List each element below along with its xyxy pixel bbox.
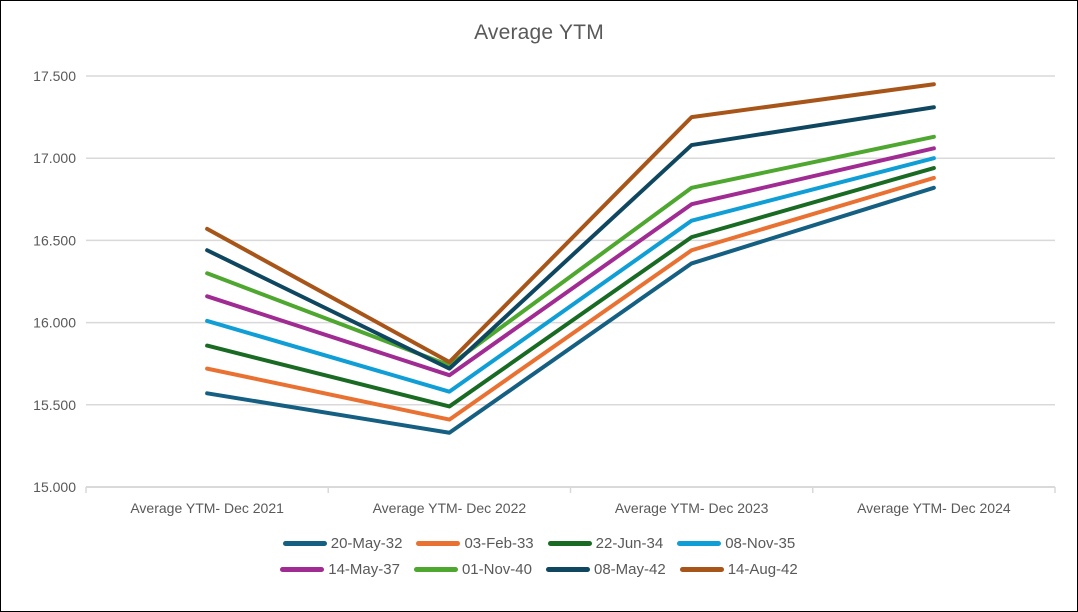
legend-item-20-May-32[interactable]: 20-May-32 [282,535,403,552]
series-line-22-Jun-34 [205,166,936,409]
legend-label: 01-Nov-40 [461,561,532,578]
legend-item-08-Nov-35[interactable]: 08-Nov-35 [677,535,795,552]
series-line-20-May-32 [205,185,936,435]
legend-row: 20-May-32 03-Feb-33 22-Jun-34 08-Nov-35 [282,535,795,552]
chart-title: Average YTM [474,21,604,44]
legend-item-01-Nov-40[interactable]: 01-Nov-40 [413,561,532,578]
legend-swatch-icon [282,541,327,546]
legend-swatch-icon [677,541,722,546]
legend-item-22-Jun-34[interactable]: 22-Jun-34 [547,535,664,552]
series-line-03-Feb-33 [205,175,936,422]
y-axis-tick-label: 16.500 [33,232,76,248]
series-line-08-May-42 [205,105,936,371]
legend-swatch-icon [280,567,325,572]
legend-item-03-Feb-33[interactable]: 03-Feb-33 [416,535,534,552]
legend-swatch-icon [547,541,592,546]
legend-label: 08-May-42 [593,561,666,578]
chart-legend: 20-May-32 03-Feb-33 22-Jun-34 08-Nov-35 14-M… [1,535,1077,578]
legend-swatch-icon [545,567,590,572]
y-axis-tick-label: 17.500 [33,68,76,84]
legend-swatch-icon [679,567,724,572]
y-axis-tick-label: 15.500 [33,397,76,413]
y-axis-tick-label: 15.000 [33,479,76,495]
x-axis-category-label: Average YTM- Dec 2022 [373,500,527,516]
x-axis-category-label: Average YTM- Dec 2024 [857,500,1011,516]
series-line-14-Aug-42 [205,82,936,365]
legend-label: 08-Nov-35 [725,535,796,552]
y-axis-tick-label: 17.000 [33,150,76,166]
series-line-01-Nov-40 [205,134,936,368]
legend-label: 22-Jun-34 [595,535,664,552]
series-line-08-Nov-35 [205,156,936,394]
y-axis-tick-label: 16.000 [33,315,76,331]
legend-label: 14-Aug-42 [727,561,798,578]
legend-row: 14-May-37 01-Nov-40 08-May-42 14-Aug-42 [280,561,798,578]
x-axis-category-label: Average YTM- Dec 2023 [615,500,769,516]
x-axis-category-label: Average YTM- Dec 2021 [130,500,284,516]
legend-label: 03-Feb-33 [464,535,534,552]
legend-label: 20-May-32 [330,535,403,552]
series-line-14-May-37 [205,146,936,378]
legend-item-14-Aug-42[interactable]: 14-Aug-42 [679,561,798,578]
legend-swatch-icon [413,567,458,572]
legend-swatch-icon [416,541,461,546]
legend-label: 14-May-37 [328,561,400,578]
legend-item-14-May-37[interactable]: 14-May-37 [280,561,400,578]
legend-item-08-May-42[interactable]: 08-May-42 [545,561,666,578]
